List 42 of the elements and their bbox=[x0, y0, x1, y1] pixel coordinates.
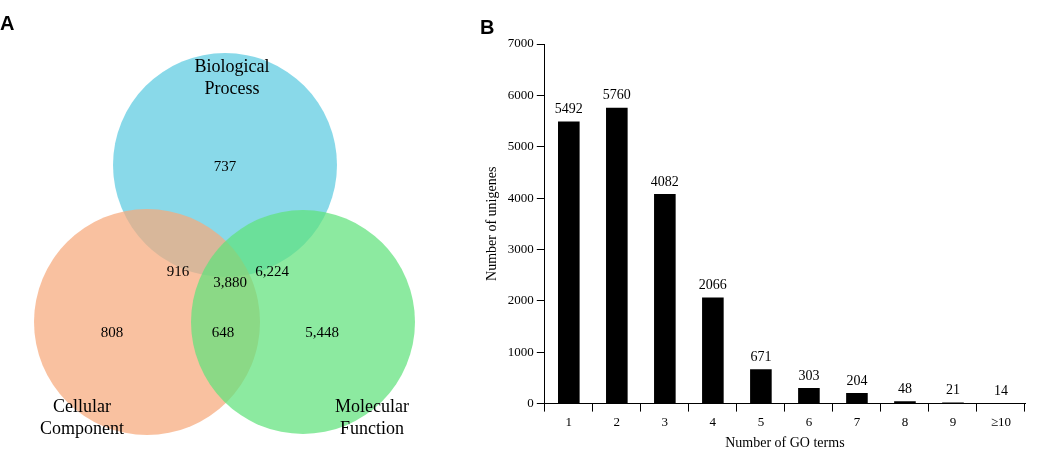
data-label: 5760 bbox=[602, 87, 631, 103]
y-tick-label: 4000 bbox=[507, 189, 534, 205]
y-tick-label: 5000 bbox=[507, 138, 534, 154]
x-tick-label: ≥10 bbox=[990, 413, 1012, 429]
x-tick-label: 9 bbox=[949, 413, 957, 429]
x-tick-label: 4 bbox=[709, 413, 717, 429]
x-tick-label: 2 bbox=[613, 413, 621, 429]
text: Biological Process bbox=[194, 55, 270, 98]
x-tick-label: 3 bbox=[661, 413, 669, 429]
data-label: 204 bbox=[846, 372, 868, 388]
y-tick-label: 7000 bbox=[507, 35, 534, 51]
y-tick-label: 2000 bbox=[507, 292, 534, 308]
x-axis-title: Number of GO terms bbox=[725, 435, 845, 451]
x-tick-label: 1 bbox=[565, 413, 573, 429]
text: 737 bbox=[213, 157, 237, 174]
text: Molecular Function bbox=[335, 395, 409, 438]
text: 648 bbox=[211, 323, 235, 340]
data-label: 5492 bbox=[554, 101, 583, 117]
x-tick-label: 5 bbox=[757, 413, 765, 429]
x-tick-label: 8 bbox=[901, 413, 909, 429]
data-label: 303 bbox=[798, 367, 820, 383]
data-label: 4082 bbox=[650, 173, 679, 189]
text: 6,224 bbox=[255, 262, 290, 279]
text: 916 bbox=[166, 262, 190, 279]
text: 3,880 bbox=[213, 273, 247, 290]
data-label: 2066 bbox=[698, 277, 727, 293]
chart-title: B bbox=[480, 15, 495, 38]
text: Cellular Component bbox=[40, 395, 124, 438]
text: 5,448 bbox=[305, 323, 339, 340]
data-label: 671 bbox=[750, 348, 772, 364]
y-tick-label: 3000 bbox=[507, 240, 534, 256]
y-tick-label: 0 bbox=[527, 395, 534, 411]
text: 808 bbox=[100, 323, 124, 340]
x-tick-label: 6 bbox=[805, 413, 813, 429]
text: A bbox=[0, 11, 15, 34]
y-axis-title: Number of unigenes bbox=[484, 166, 500, 281]
y-tick-label: 6000 bbox=[507, 86, 534, 102]
x-tick-label: 7 bbox=[853, 413, 861, 429]
y-tick-label: 1000 bbox=[507, 343, 534, 359]
data-label: 14 bbox=[993, 382, 1008, 398]
data-label: 21 bbox=[945, 382, 960, 398]
data-label: 48 bbox=[897, 380, 912, 396]
